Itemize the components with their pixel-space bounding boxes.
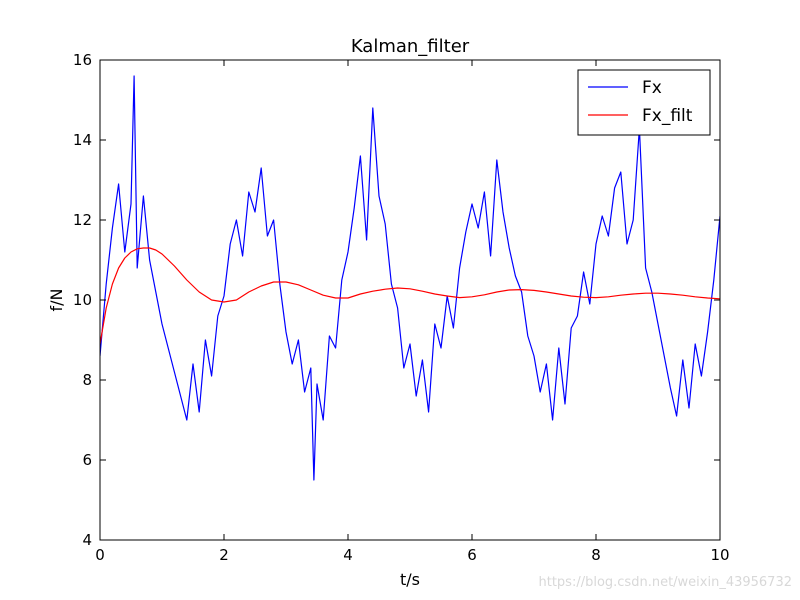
y-tick-label: 16 (73, 51, 92, 69)
series-line-fx-filt (100, 247, 720, 345)
legend: Fx Fx_filt (577, 69, 711, 136)
x-tick-label: 4 (343, 546, 353, 564)
y-tick-label: 6 (82, 451, 92, 469)
y-tick-label: 4 (82, 531, 92, 549)
x-tick-label: 6 (467, 546, 477, 564)
y-tick-label: 12 (73, 211, 92, 229)
x-tick-label: 10 (710, 546, 729, 564)
watermark: https://blog.csdn.net/weixin_43956732 (538, 575, 792, 590)
x-axis: 0 2 4 6 8 10 (95, 60, 730, 564)
legend-label: Fx_filt (642, 106, 693, 126)
y-tick-label: 14 (73, 131, 92, 149)
x-tick-label: 8 (591, 546, 601, 564)
series-line-fx (100, 75, 720, 481)
y-axis: 4 6 8 10 12 14 16 (73, 51, 720, 549)
legend-box (577, 69, 711, 136)
x-tick-label: 2 (219, 546, 229, 564)
chart-title: Kalman_filter (351, 36, 470, 57)
x-axis-label: t/s (400, 570, 420, 589)
y-axis-label: f/N (47, 289, 66, 312)
y-tick-label: 8 (82, 371, 92, 389)
y-tick-label: 10 (73, 291, 92, 309)
series-layer (100, 75, 720, 481)
x-tick-label: 0 (95, 546, 105, 564)
legend-label: Fx (642, 78, 662, 98)
